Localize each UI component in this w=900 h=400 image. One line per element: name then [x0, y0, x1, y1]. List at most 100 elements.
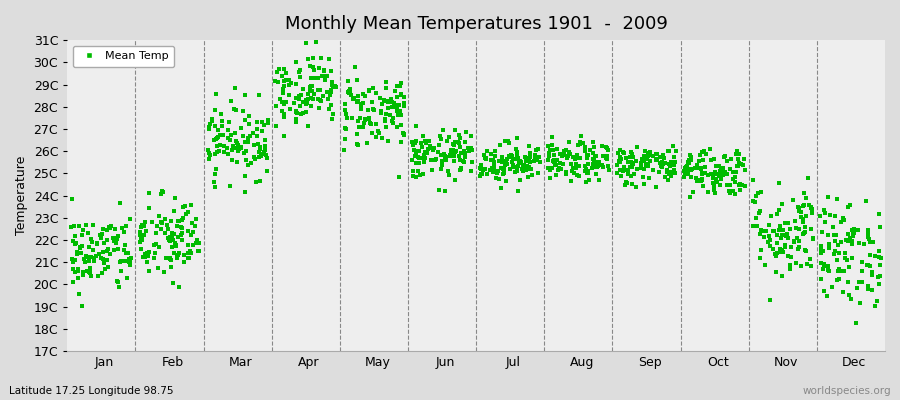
Point	[391, 112, 405, 119]
Point	[461, 144, 475, 151]
Point	[612, 158, 626, 165]
Point	[428, 157, 443, 163]
Point	[409, 150, 423, 156]
Point	[814, 250, 829, 256]
Point	[658, 159, 672, 166]
Point	[582, 177, 597, 183]
Point	[349, 131, 364, 138]
Point	[753, 189, 768, 195]
Point	[754, 226, 769, 233]
Point	[72, 223, 86, 229]
Point	[814, 276, 828, 282]
Point	[487, 158, 501, 165]
Point	[175, 217, 189, 223]
Point	[550, 157, 564, 163]
Point	[576, 140, 590, 147]
Point	[545, 158, 560, 165]
Point	[543, 174, 557, 181]
Point	[806, 210, 820, 216]
Point	[859, 198, 873, 204]
Point	[579, 166, 593, 173]
Point	[207, 136, 221, 143]
Point	[275, 86, 290, 92]
Point	[746, 223, 760, 230]
Point	[506, 163, 520, 170]
Point	[306, 64, 320, 70]
Point	[757, 234, 771, 240]
Point	[527, 154, 542, 160]
Point	[716, 172, 730, 178]
Point	[340, 115, 355, 121]
Point	[67, 223, 81, 229]
Point	[342, 88, 356, 95]
Point	[184, 232, 198, 238]
Point	[211, 135, 225, 141]
Point	[418, 156, 432, 162]
Point	[695, 171, 709, 177]
Point	[68, 257, 83, 263]
Point	[847, 229, 861, 236]
Point	[580, 168, 595, 174]
Point	[386, 120, 400, 126]
Point	[162, 236, 176, 243]
Point	[866, 239, 880, 246]
Point	[164, 257, 178, 263]
Point	[832, 276, 846, 282]
Point	[595, 162, 609, 168]
Point	[580, 152, 594, 158]
Point	[836, 268, 850, 274]
Point	[629, 158, 643, 164]
Point	[690, 161, 705, 168]
Point	[341, 89, 356, 96]
Point	[770, 240, 784, 246]
Point	[75, 232, 89, 238]
Point	[183, 247, 197, 254]
Point	[247, 153, 261, 160]
Point	[156, 189, 170, 196]
Point	[110, 235, 124, 242]
Point	[789, 260, 804, 266]
Point	[804, 262, 818, 269]
Point	[488, 148, 502, 154]
Point	[850, 285, 864, 291]
Point	[763, 237, 778, 244]
Point	[762, 243, 777, 250]
Point	[385, 115, 400, 121]
Point	[662, 171, 677, 177]
Point	[559, 170, 573, 177]
Point	[317, 68, 331, 74]
Point	[394, 111, 409, 118]
Point	[828, 247, 842, 254]
Point	[92, 250, 106, 257]
Point	[374, 110, 388, 116]
Point	[309, 39, 323, 46]
Point	[260, 155, 274, 162]
Point	[134, 246, 148, 252]
Point	[527, 151, 542, 158]
Point	[716, 165, 730, 171]
Point	[105, 235, 120, 241]
Point	[567, 165, 581, 172]
Point	[148, 249, 163, 256]
Point	[282, 92, 296, 99]
Point	[406, 141, 420, 148]
Point	[553, 151, 567, 157]
Point	[508, 156, 523, 163]
Point	[229, 138, 243, 144]
Point	[465, 147, 480, 154]
Point	[152, 212, 166, 219]
Point	[274, 108, 289, 114]
Point	[592, 177, 607, 183]
Point	[729, 151, 743, 157]
Point	[261, 120, 275, 126]
Point	[108, 226, 122, 232]
Point	[493, 142, 508, 148]
Point	[75, 243, 89, 250]
Point	[100, 227, 114, 234]
Point	[515, 166, 529, 173]
Point	[820, 293, 834, 299]
Point	[474, 162, 489, 168]
Point	[246, 130, 260, 136]
Point	[392, 102, 407, 108]
Point	[113, 259, 128, 265]
